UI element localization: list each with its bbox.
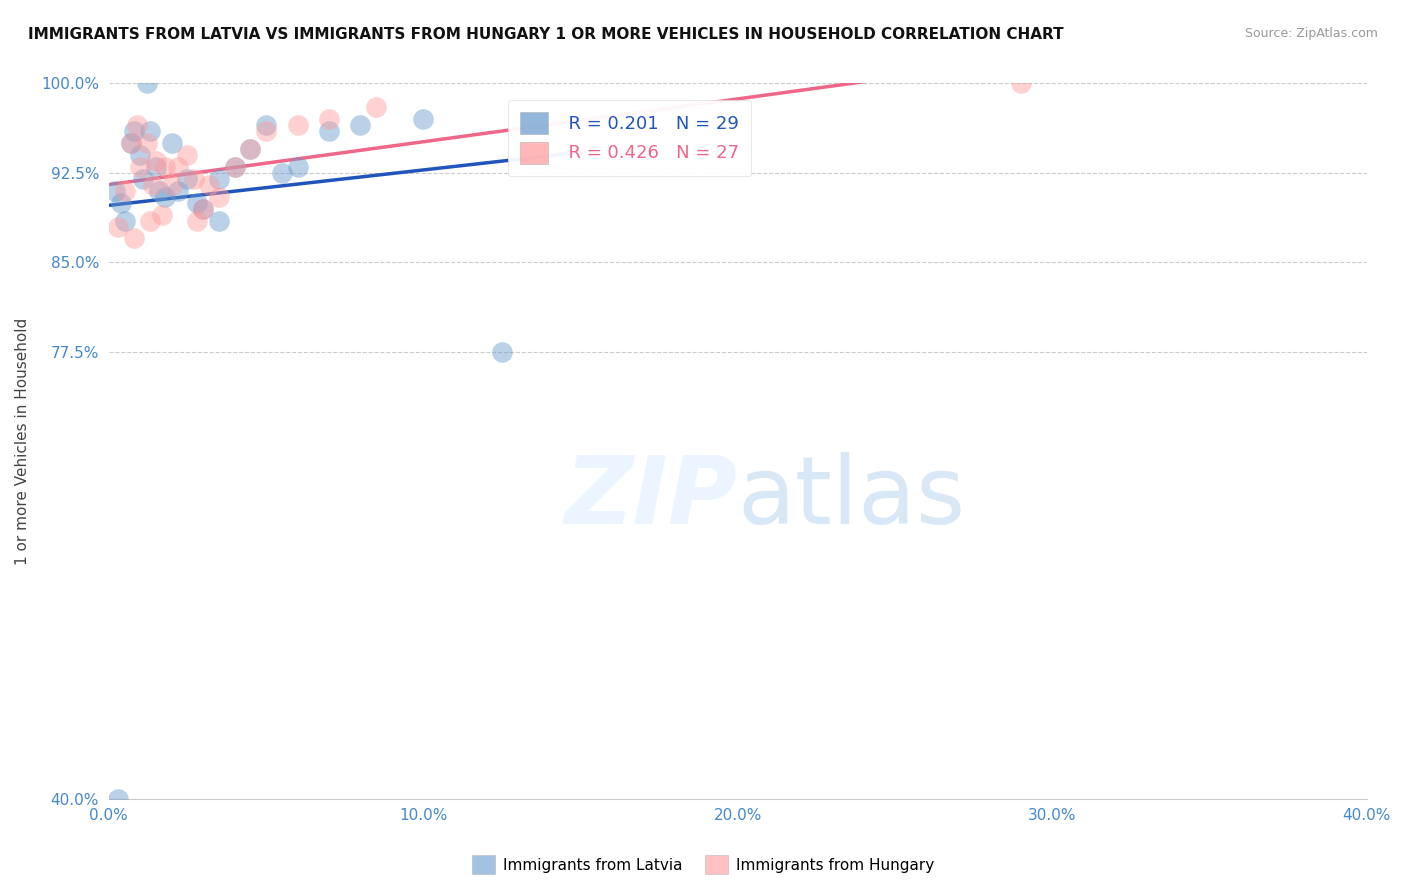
- Point: [107, 219, 129, 234]
- Point: [135, 77, 157, 91]
- Text: ZIP: ZIP: [565, 452, 738, 544]
- Point: [120, 136, 142, 150]
- Point: [176, 148, 198, 162]
- Point: [122, 231, 145, 245]
- Point: [160, 136, 183, 150]
- Point: [412, 112, 434, 127]
- Point: [114, 213, 136, 227]
- Legend:   R = 0.201   N = 29,   R = 0.426   N = 27: R = 0.201 N = 29, R = 0.426 N = 27: [508, 100, 751, 177]
- Point: [349, 118, 371, 132]
- Point: [142, 178, 165, 192]
- Point: [208, 190, 231, 204]
- Point: [208, 171, 231, 186]
- Point: [186, 213, 208, 227]
- Point: [318, 124, 340, 138]
- Point: [491, 344, 513, 359]
- Point: [224, 160, 246, 174]
- Point: [107, 791, 129, 805]
- Point: [254, 118, 277, 132]
- Point: [129, 148, 152, 162]
- Point: [150, 208, 173, 222]
- Legend: Immigrants from Latvia, Immigrants from Hungary: Immigrants from Latvia, Immigrants from …: [465, 849, 941, 880]
- Text: atlas: atlas: [738, 452, 966, 544]
- Point: [1010, 77, 1032, 91]
- Point: [148, 184, 170, 198]
- Point: [254, 124, 277, 138]
- Point: [155, 190, 177, 204]
- Point: [127, 118, 149, 132]
- Point: [167, 184, 190, 198]
- Point: [104, 184, 127, 198]
- Point: [110, 195, 132, 210]
- Point: [176, 171, 198, 186]
- Point: [193, 202, 215, 216]
- Y-axis label: 1 or more Vehicles in Household: 1 or more Vehicles in Household: [15, 318, 30, 565]
- Point: [145, 160, 167, 174]
- Point: [155, 160, 177, 174]
- Point: [287, 118, 309, 132]
- Point: [224, 160, 246, 174]
- Point: [193, 202, 215, 216]
- Point: [208, 213, 231, 227]
- Point: [239, 142, 262, 156]
- Point: [270, 166, 292, 180]
- Point: [167, 160, 190, 174]
- Point: [160, 178, 183, 192]
- Point: [287, 160, 309, 174]
- Text: IMMIGRANTS FROM LATVIA VS IMMIGRANTS FROM HUNGARY 1 OR MORE VEHICLES IN HOUSEHOL: IMMIGRANTS FROM LATVIA VS IMMIGRANTS FRO…: [28, 27, 1064, 42]
- Text: Source: ZipAtlas.com: Source: ZipAtlas.com: [1244, 27, 1378, 40]
- Point: [186, 195, 208, 210]
- Point: [145, 153, 167, 168]
- Point: [122, 124, 145, 138]
- Point: [132, 171, 155, 186]
- Point: [129, 160, 152, 174]
- Point: [239, 142, 262, 156]
- Point: [366, 100, 388, 114]
- Point: [138, 124, 160, 138]
- Point: [135, 136, 157, 150]
- Point: [138, 213, 160, 227]
- Point: [318, 112, 340, 127]
- Point: [114, 184, 136, 198]
- Point: [120, 136, 142, 150]
- Point: [183, 171, 205, 186]
- Point: [198, 178, 221, 192]
